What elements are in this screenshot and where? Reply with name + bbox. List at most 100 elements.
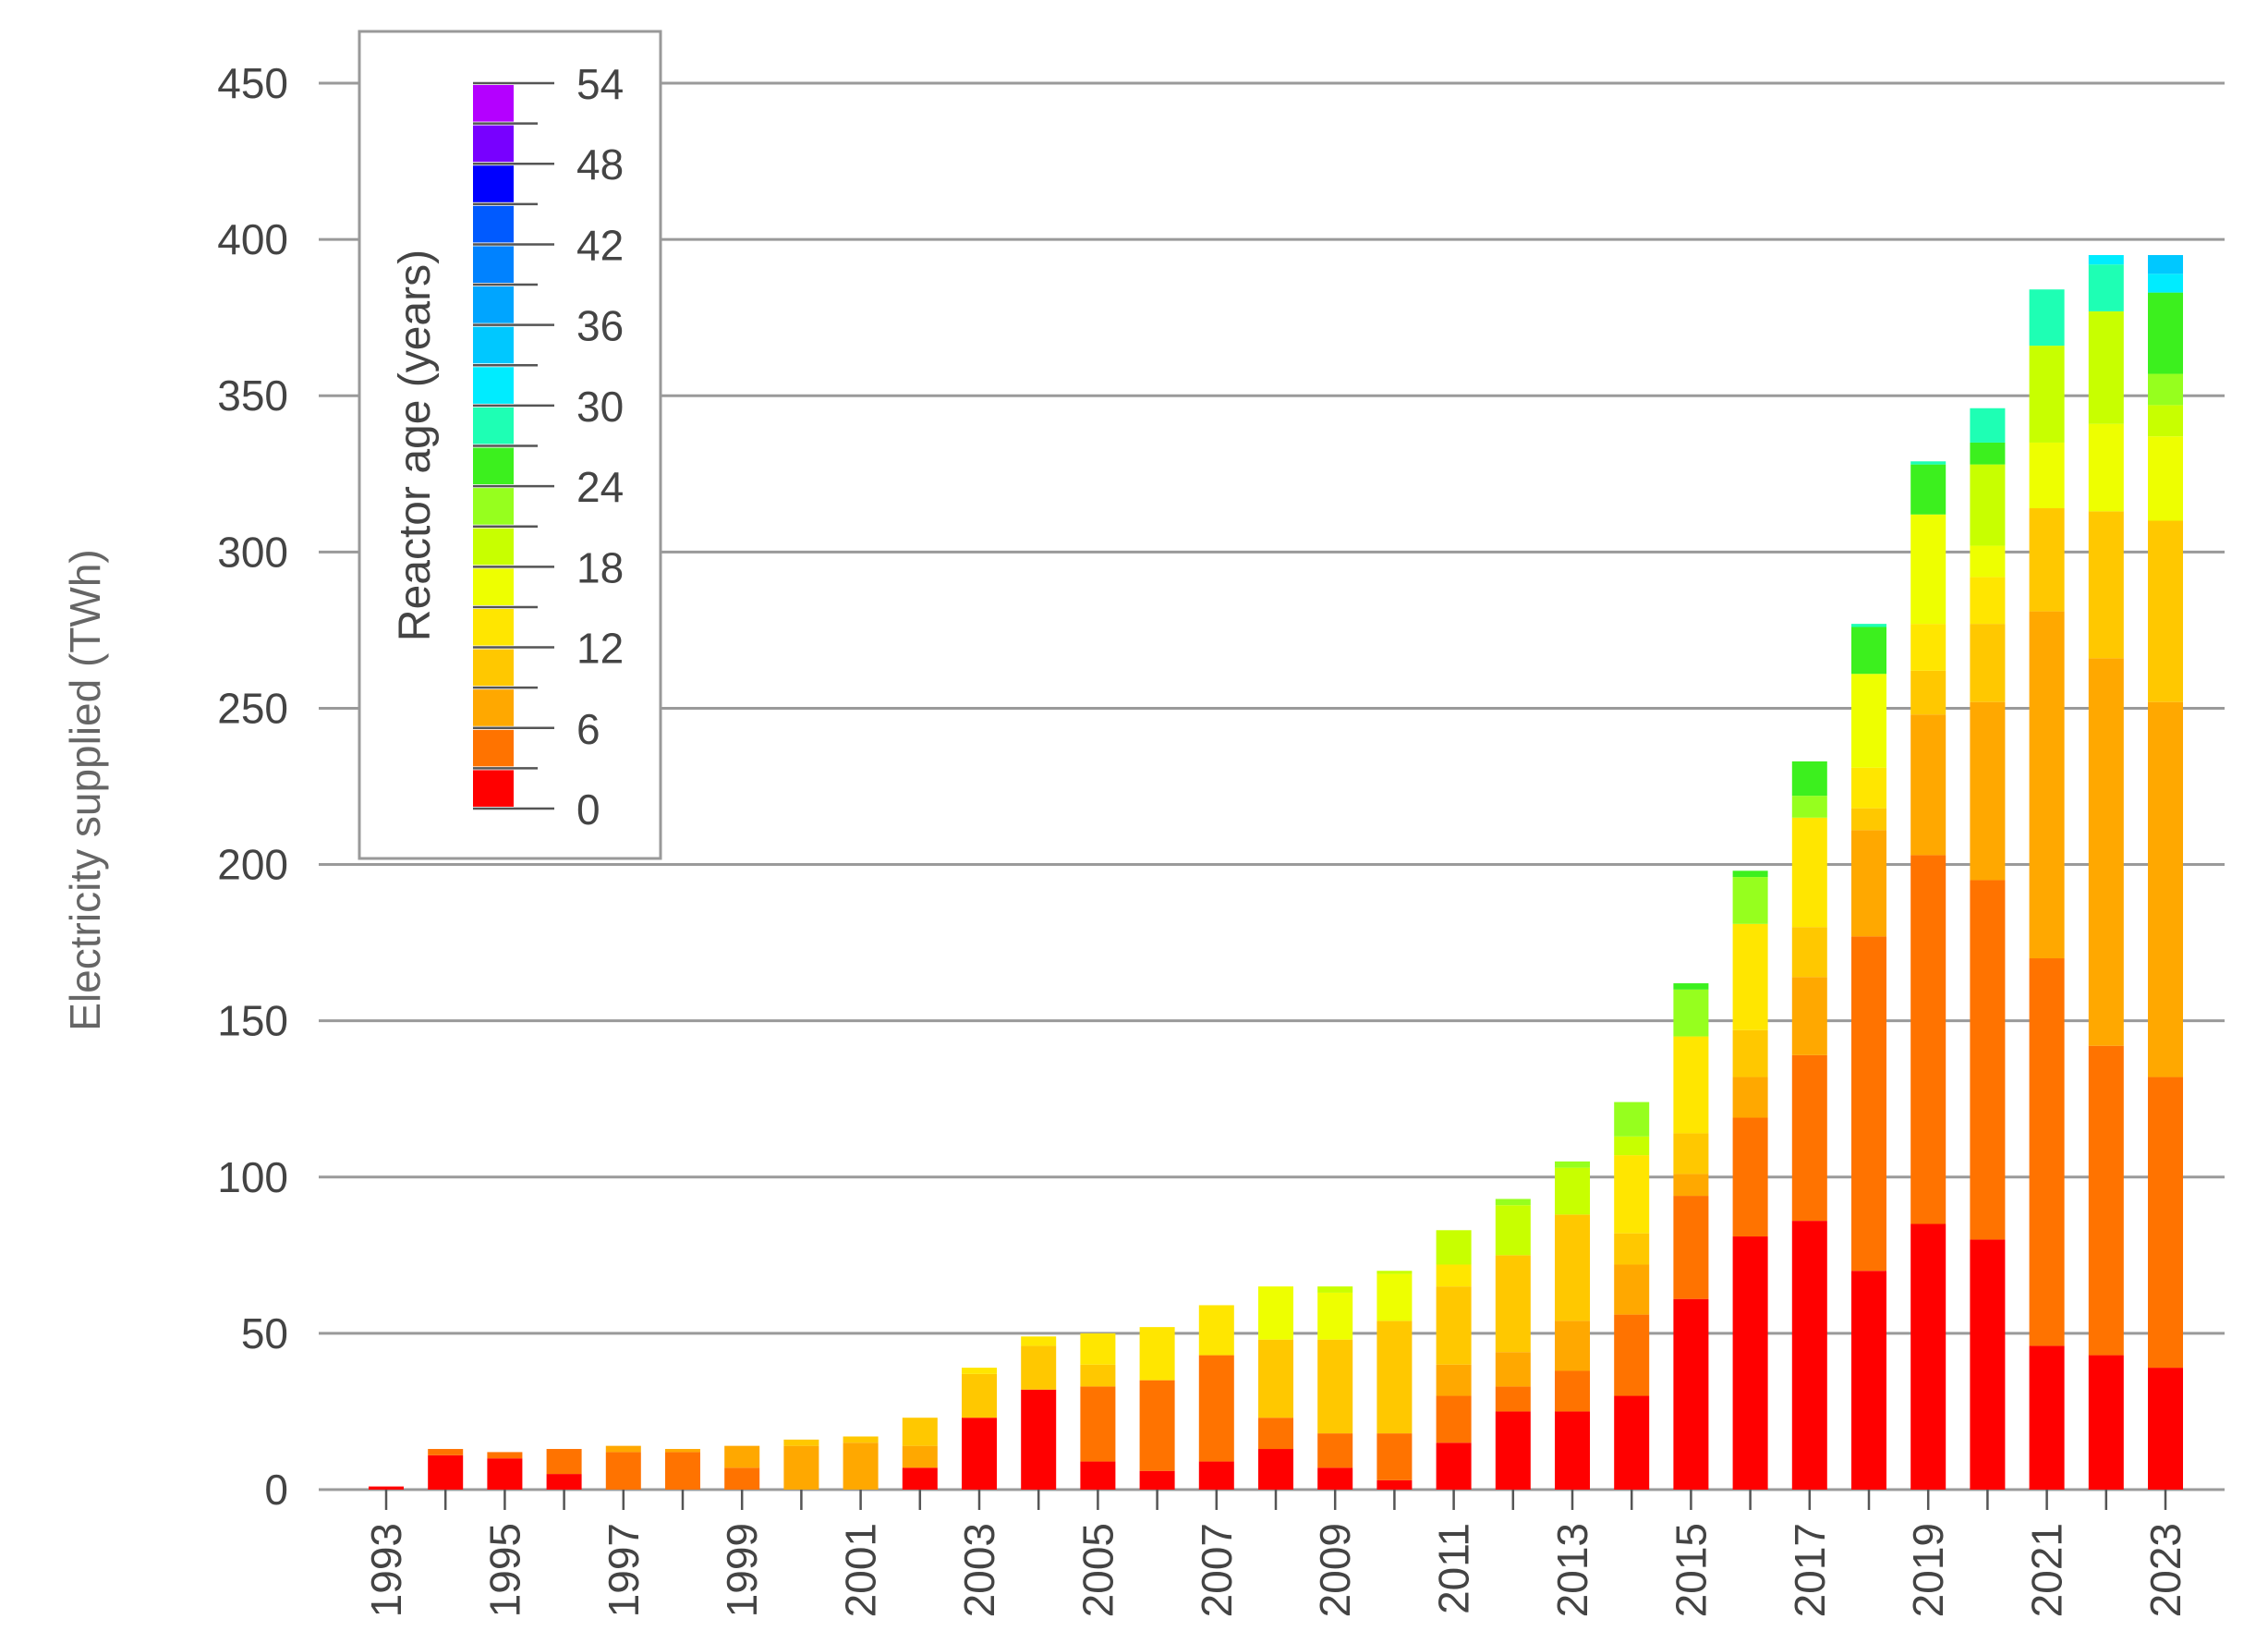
bar-segment — [1614, 1101, 1650, 1137]
bar-segment — [1910, 461, 1947, 465]
bar-segment — [1970, 880, 2006, 1240]
bar-segment — [724, 1467, 760, 1490]
colorbar-swatch — [473, 326, 514, 364]
colorbar-swatch — [473, 770, 514, 807]
colorbar-swatch — [473, 447, 514, 485]
bar-segment — [1080, 1333, 1116, 1365]
bar-segment — [1673, 1036, 1709, 1134]
y-tick-label: 300 — [217, 528, 288, 576]
bar-segment — [1377, 1433, 1413, 1480]
y-tick-label: 350 — [217, 371, 288, 420]
bar-segment — [1495, 1411, 1531, 1490]
bar-segment — [369, 1486, 404, 1490]
bar-segment — [1495, 1205, 1531, 1256]
bar-segment — [1021, 1336, 1057, 1346]
bar-segment — [2088, 423, 2124, 512]
bar-segment — [1970, 1239, 2006, 1490]
bar-segment — [1436, 1395, 1472, 1443]
bar-segment — [2148, 405, 2183, 437]
bar-segment — [2148, 436, 2183, 521]
bar-segment — [1436, 1264, 1472, 1287]
bar-segment — [1495, 1386, 1531, 1412]
bar-segment — [1080, 1364, 1116, 1387]
bar-segment — [1021, 1389, 1057, 1490]
colorbar-tick-label: 54 — [576, 60, 624, 108]
x-tick-label: 2003 — [955, 1523, 1003, 1617]
colorbar-swatch — [473, 286, 514, 323]
colorbar-tick-label: 48 — [576, 140, 624, 189]
bar-segment — [1910, 670, 1947, 715]
colorbar-tick-label: 24 — [576, 463, 624, 511]
y-tick-label: 100 — [217, 1153, 288, 1201]
bar-segment — [2029, 289, 2065, 347]
colorbar-tick-label: 18 — [576, 543, 624, 591]
bar-segment — [2148, 1077, 2183, 1369]
bar-segment — [1317, 1339, 1353, 1434]
bar-segment — [605, 1452, 641, 1490]
colorbar-tick-label: 42 — [576, 221, 624, 269]
bar-segment — [1198, 1355, 1234, 1462]
x-tick-label: 2001 — [837, 1523, 885, 1617]
bar-segment — [1555, 1370, 1590, 1412]
bar-segment — [487, 1452, 523, 1459]
bar-segment — [1614, 1136, 1650, 1156]
bar-segment — [1317, 1286, 1353, 1293]
bar-segment — [2088, 1355, 2124, 1490]
bar-segment — [1436, 1442, 1472, 1490]
bar-segment — [1791, 1054, 1827, 1222]
bar-segment — [1910, 624, 1947, 671]
bar-segment — [1495, 1352, 1531, 1387]
bar-segment — [1910, 1223, 1947, 1490]
bar-segment — [902, 1418, 938, 1446]
bar-segment — [1851, 627, 1886, 675]
colorbar-swatch — [473, 528, 514, 566]
bar-segment — [2148, 1368, 2183, 1490]
bar-segment — [2088, 511, 2124, 659]
bar-segment — [1732, 870, 1768, 878]
colorbar-swatch — [473, 367, 514, 404]
bar-segment — [2088, 310, 2124, 424]
bar-segment — [1377, 1271, 1413, 1274]
bar-segment — [902, 1445, 938, 1468]
colorbar-swatch — [473, 649, 514, 687]
bar-segment — [1851, 830, 1886, 937]
bar-segment — [1614, 1264, 1650, 1315]
bar-segment — [1258, 1339, 1293, 1418]
x-tick-label: 2023 — [2141, 1523, 2189, 1617]
x-tick-label: 1993 — [362, 1523, 410, 1617]
bars — [369, 255, 2183, 1490]
bar-segment — [1732, 1117, 1768, 1237]
colorbar-tick-label: 12 — [576, 625, 624, 673]
x-tick-label: 2015 — [1667, 1523, 1715, 1617]
bar-segment — [1673, 989, 1709, 1037]
colorbar-tick-label: 6 — [576, 705, 600, 753]
bar-segment — [962, 1373, 997, 1418]
y-axis-title: Electricity supplied (TWh) — [61, 549, 109, 1030]
colorbar-tick-label: 36 — [576, 302, 624, 350]
bar-segment — [1970, 701, 2006, 881]
bar-segment — [1732, 1236, 1768, 1490]
bar-segment — [1198, 1461, 1234, 1490]
colorbar-swatch — [473, 165, 514, 202]
bar-segment — [962, 1368, 997, 1374]
y-tick-label: 50 — [241, 1309, 288, 1357]
bar-segment — [1021, 1345, 1057, 1390]
bar-segment — [2148, 255, 2183, 274]
bar-segment — [1139, 1327, 1175, 1381]
x-tick-label: 2019 — [1904, 1523, 1952, 1617]
bar-segment — [1436, 1230, 1472, 1265]
bar-segment — [1791, 796, 1827, 818]
x-tick-label: 2011 — [1430, 1523, 1478, 1614]
bar-segment — [1436, 1286, 1472, 1365]
bar-segment — [1851, 767, 1886, 809]
bar-segment — [1851, 936, 1886, 1272]
bar-segment — [1673, 1133, 1709, 1174]
bar-segment — [2148, 373, 2183, 406]
x-tick-label: 2005 — [1073, 1523, 1122, 1617]
bar-segment — [1970, 577, 2006, 625]
bar-segment — [1377, 1320, 1413, 1434]
bar-segment — [1970, 464, 2006, 546]
bar-segment — [487, 1458, 523, 1490]
colorbar-title: Reactor age (years) — [391, 249, 440, 641]
